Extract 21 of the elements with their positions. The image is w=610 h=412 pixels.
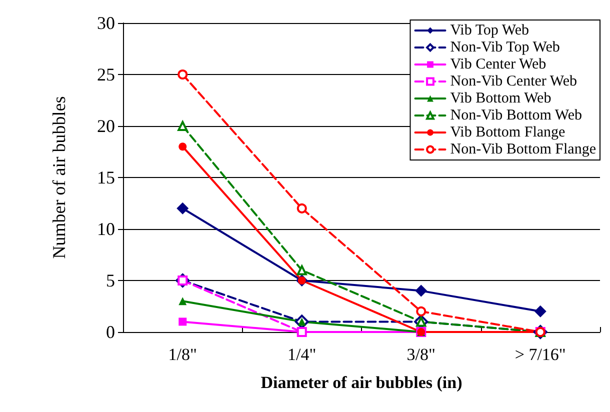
y-tick-label: 5 (106, 270, 115, 290)
legend-label: Vib Bottom Flange (450, 124, 566, 140)
x-axis-title: Diameter of air bubbles (in) (260, 373, 462, 392)
legend-label: Vib Center Web (450, 56, 546, 72)
y-tick-label: 0 (106, 322, 115, 342)
legend-label: Non-Vib Bottom Flange (450, 142, 596, 158)
y-axis-title: Number of air bubbles (49, 96, 69, 259)
y-tick-label: 25 (97, 64, 115, 84)
x-tick-label: 3/8" (406, 345, 436, 364)
y-tick-label: 10 (97, 219, 115, 239)
x-tick-label: > 7/16" (514, 345, 566, 364)
y-tick-label: 20 (97, 116, 115, 136)
legend-label: Vib Top Web (450, 22, 530, 38)
x-tick-label: 1/4" (288, 345, 316, 364)
y-tick-label: 15 (97, 168, 115, 188)
legend-label: Non-Vib Top Web (450, 40, 560, 56)
legend-label: Vib Bottom Web (450, 90, 552, 106)
legend-label: Non-Vib Center Web (450, 74, 578, 90)
y-tick-label: 30 (97, 13, 115, 33)
x-tick-label: 1/8" (168, 345, 197, 364)
legend-label: Non-Vib Bottom Web (450, 108, 582, 124)
